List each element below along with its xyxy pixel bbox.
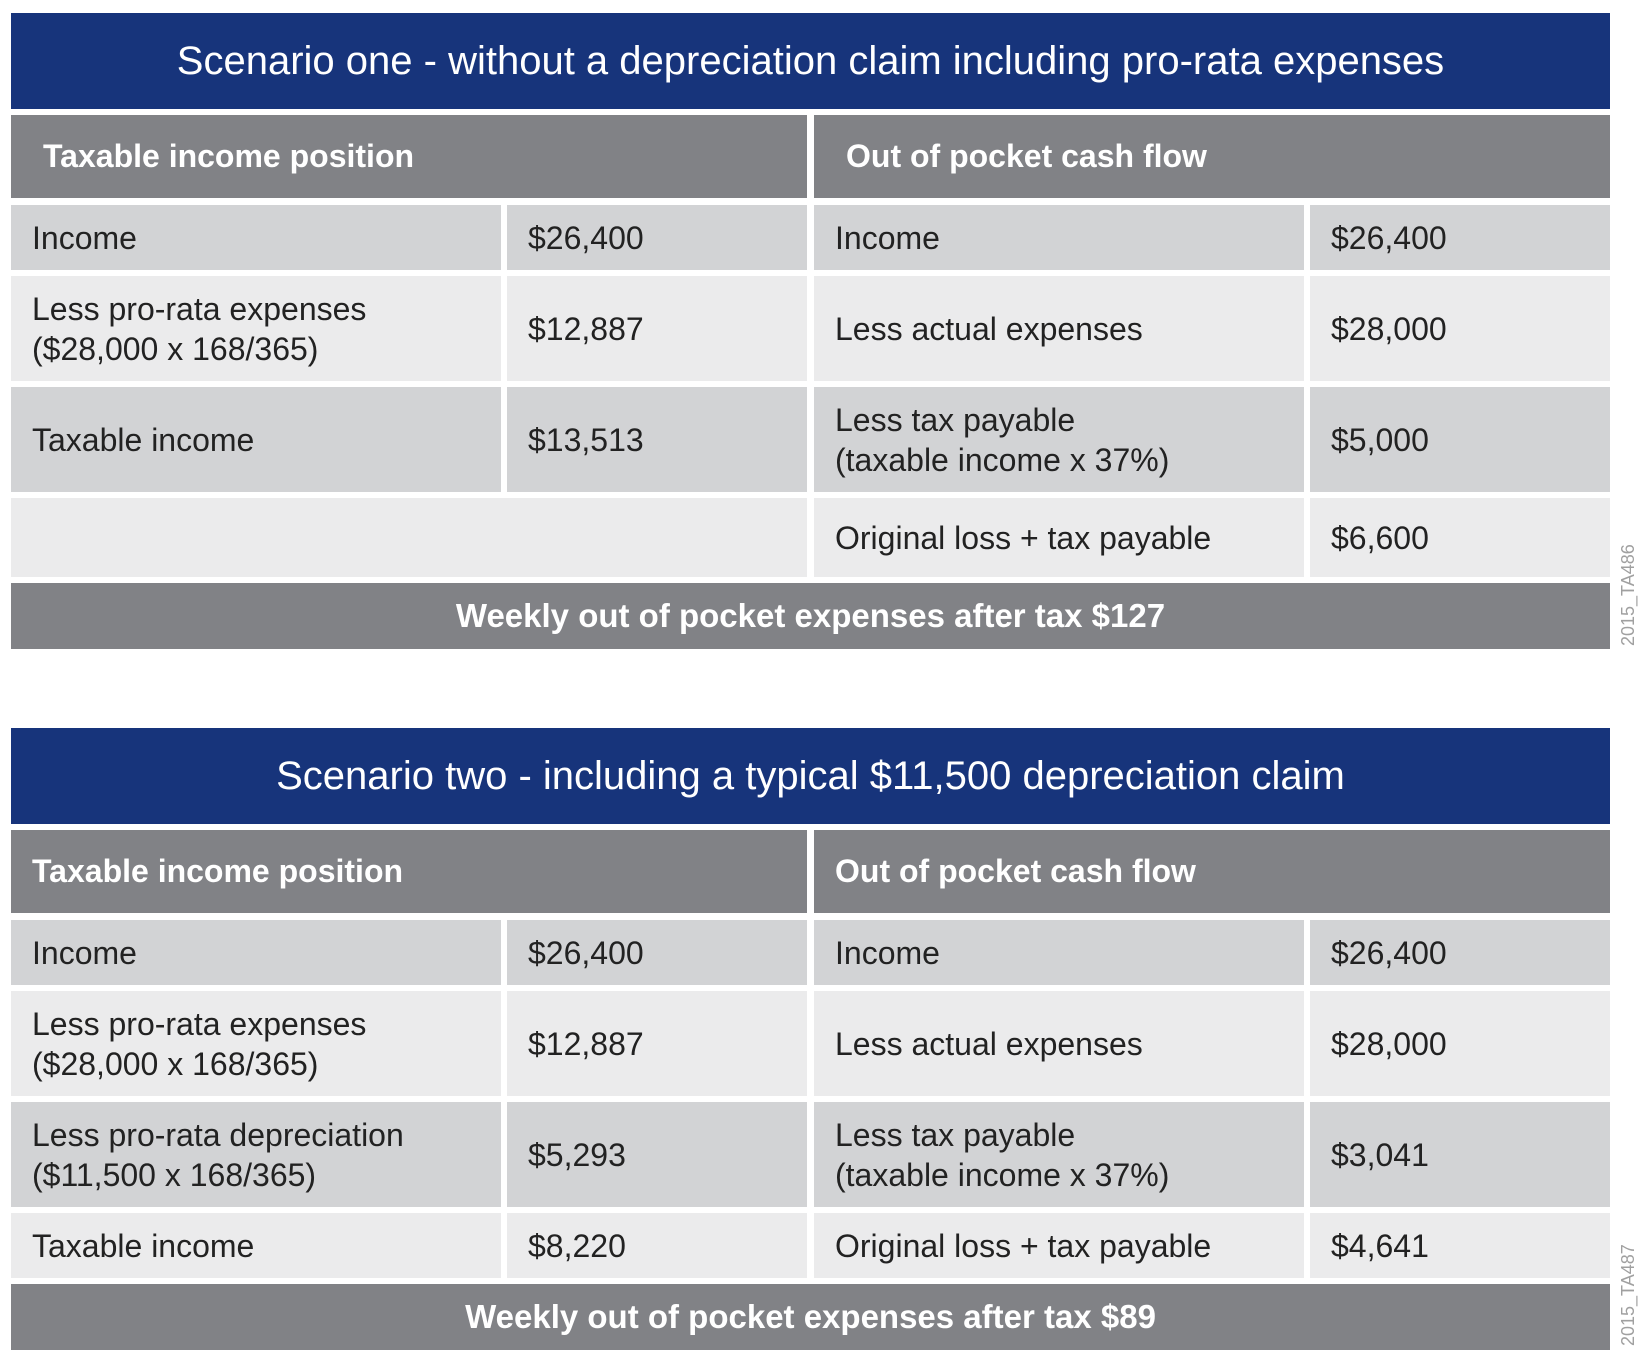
table-row-value: $3,041 bbox=[1310, 1102, 1610, 1207]
scenario-two-table: Scenario two - including a typical $11,5… bbox=[11, 728, 1610, 1368]
empty-cell bbox=[11, 498, 807, 577]
table-row-label: Less actual expenses bbox=[814, 276, 1304, 381]
figure-code: 2015_TA486 bbox=[1618, 544, 1638, 646]
table-row-label: Less tax payable (taxable income x 37%) bbox=[814, 1102, 1304, 1207]
figure-code: 2015_TA487 bbox=[1618, 1244, 1638, 1346]
table-row-label: Taxable income bbox=[11, 1213, 501, 1278]
table-row-value: $5,293 bbox=[507, 1102, 807, 1207]
taxable-income-header: Taxable income position bbox=[11, 830, 807, 913]
table-row-value: $6,600 bbox=[1310, 498, 1610, 577]
cash-flow-header: Out of pocket cash flow bbox=[814, 830, 1610, 913]
scenario-one-title: Scenario one - without a depreciation cl… bbox=[11, 13, 1610, 109]
table-row-value: $13,513 bbox=[507, 387, 807, 492]
table-row-label: Income bbox=[814, 205, 1304, 270]
scenario-two-title: Scenario two - including a typical $11,5… bbox=[11, 728, 1610, 824]
table-row-value: $4,641 bbox=[1310, 1213, 1610, 1278]
weekly-expenses-footer: Weekly out of pocket expenses after tax … bbox=[11, 583, 1610, 649]
cash-flow-header: Out of pocket cash flow bbox=[814, 115, 1610, 198]
table-row-label: Original loss + tax payable bbox=[814, 1213, 1304, 1278]
table-row-value: $8,220 bbox=[507, 1213, 807, 1278]
scenario-one-table: Scenario one - without a depreciation cl… bbox=[11, 13, 1610, 653]
table-row-value: $28,000 bbox=[1310, 276, 1610, 381]
table-row-value: $26,400 bbox=[507, 205, 807, 270]
table-row-label: Less pro-rata depreciation ($11,500 x 16… bbox=[11, 1102, 501, 1207]
table-row-value: $26,400 bbox=[1310, 920, 1610, 985]
table-row-label: Less pro-rata expenses ($28,000 x 168/36… bbox=[11, 991, 501, 1096]
table-row-value: $12,887 bbox=[507, 991, 807, 1096]
table-row-label: Less tax payable (taxable income x 37%) bbox=[814, 387, 1304, 492]
table-row-value: $28,000 bbox=[1310, 991, 1610, 1096]
table-row-value: $26,400 bbox=[1310, 205, 1610, 270]
table-row-value: $5,000 bbox=[1310, 387, 1610, 492]
table-row-label: Taxable income bbox=[11, 387, 501, 492]
table-row-label: Less actual expenses bbox=[814, 991, 1304, 1096]
table-row-value: $12,887 bbox=[507, 276, 807, 381]
taxable-income-header: Taxable income position bbox=[11, 115, 807, 198]
table-row-label: Less pro-rata expenses ($28,000 x 168/36… bbox=[11, 276, 501, 381]
table-row-label: Original loss + tax payable bbox=[814, 498, 1304, 577]
table-row-label: Income bbox=[11, 920, 501, 985]
table-row-value: $26,400 bbox=[507, 920, 807, 985]
table-row-label: Income bbox=[11, 205, 501, 270]
weekly-expenses-footer: Weekly out of pocket expenses after tax … bbox=[11, 1284, 1610, 1350]
table-row-label: Income bbox=[814, 920, 1304, 985]
